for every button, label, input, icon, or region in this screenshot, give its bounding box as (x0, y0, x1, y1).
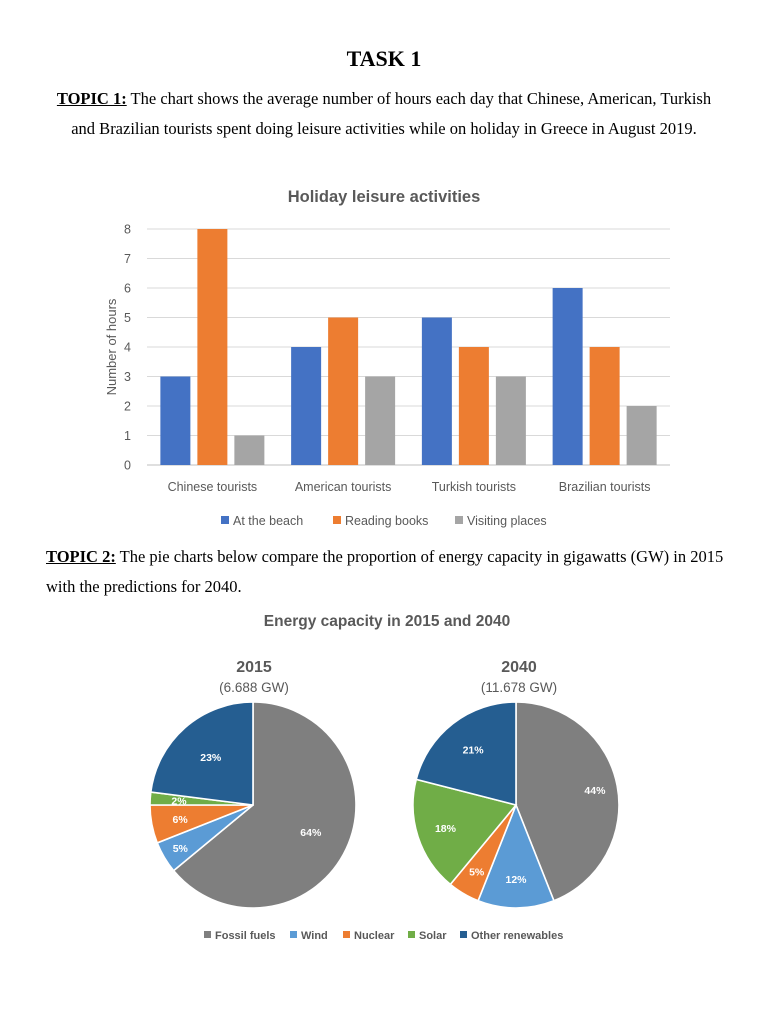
y-tick-label: 5 (124, 311, 131, 325)
pie-subtitle: (6.688 GW) (219, 680, 289, 695)
pie-slice-fossil-fuels (515, 701, 620, 902)
bar-at-the-beach (421, 317, 452, 465)
pie-charts-title: Energy capacity in 2015 and 2040 (264, 613, 510, 630)
bar-reading-books (197, 229, 228, 465)
holiday-leisure-bar-chart: Holiday leisure activities Number of hou… (104, 188, 670, 528)
x-tick-label: Brazilian tourists (559, 480, 651, 494)
pie-slice-label: 18% (435, 823, 457, 835)
legend-label: Wind (301, 930, 328, 942)
bar-at-the-beach (552, 288, 583, 465)
bar-visiting-places (365, 376, 396, 465)
bar-visiting-places (626, 406, 657, 465)
pie-slice-wind (477, 802, 555, 909)
y-tick-label: 7 (124, 252, 131, 266)
bar-visiting-places (234, 435, 265, 465)
legend-swatch (221, 516, 229, 524)
x-tick-label: Chinese tourists (168, 480, 258, 494)
y-tick-label: 3 (124, 370, 131, 384)
pie-slice-other-renewables (149, 701, 254, 806)
bar-at-the-beach (160, 376, 191, 465)
legend-swatch (290, 931, 297, 938)
pie-slice-label: 6% (173, 814, 189, 826)
topic-2-text: The pie charts below compare the proport… (46, 547, 724, 596)
x-tick-label: American tourists (295, 480, 392, 494)
legend-swatch (333, 516, 341, 524)
bar-visiting-places (495, 376, 526, 465)
legend-swatch (408, 931, 415, 938)
legend-swatch (460, 931, 467, 938)
pie-slice-label: 5% (469, 866, 485, 878)
topic-2-paragraph: TOPIC 2: The pie charts below compare th… (46, 542, 726, 602)
y-tick-label: 1 (124, 429, 131, 443)
legend-label: Visiting places (467, 514, 547, 528)
legend-label: Solar (419, 930, 447, 942)
energy-capacity-pie-charts: Energy capacity in 2015 and 2040 2015 (6.… (149, 613, 620, 942)
legend-label: Nuclear (354, 930, 395, 942)
topic-1-text: The chart shows the average number of ho… (71, 89, 712, 138)
legend-swatch (455, 516, 463, 524)
legend-swatch (343, 931, 350, 938)
bar-chart-y-axis-label: Number of hours (104, 298, 119, 395)
topic-2-label: TOPIC 2: (46, 547, 116, 566)
y-tick-label: 6 (124, 282, 131, 296)
legend-label: Other renewables (471, 930, 563, 942)
pie-slice-label: 23% (200, 752, 222, 764)
pie-slice-fossil-fuels (172, 701, 357, 909)
pie-slice-label: 2% (171, 795, 187, 807)
pie-title: 2040 (501, 659, 537, 676)
bar-reading-books (328, 317, 359, 465)
bar-at-the-beach (291, 347, 322, 465)
pie-slice-label: 5% (173, 843, 189, 855)
legend-label: At the beach (233, 514, 303, 528)
pie-slice-label: 21% (463, 745, 485, 757)
pie-slice-label: 64% (300, 827, 322, 839)
pie-subtitle: (11.678 GW) (481, 680, 557, 695)
pie-title: 2015 (236, 659, 272, 676)
topic-1-paragraph: TOPIC 1: The chart shows the average num… (48, 84, 720, 144)
legend-swatch (204, 931, 211, 938)
legend-label: Reading books (345, 514, 428, 528)
pie-slice-other-renewables (415, 701, 517, 807)
bar-chart-title: Holiday leisure activities (288, 188, 481, 206)
pie-slice-label: 44% (584, 785, 606, 797)
y-tick-label: 2 (124, 400, 131, 414)
pie-slice-label: 12% (505, 874, 527, 886)
pie-slice-solar (412, 778, 518, 886)
bar-reading-books (458, 347, 489, 465)
y-tick-label: 0 (124, 459, 131, 473)
task-title: TASK 1 (346, 46, 422, 71)
y-tick-label: 4 (124, 341, 131, 355)
topic-1-label: TOPIC 1: (56, 89, 127, 108)
x-tick-label: Turkish tourists (432, 480, 516, 494)
legend-label: Fossil fuels (215, 930, 276, 942)
bar-reading-books (589, 347, 620, 465)
y-tick-label: 8 (124, 223, 131, 237)
